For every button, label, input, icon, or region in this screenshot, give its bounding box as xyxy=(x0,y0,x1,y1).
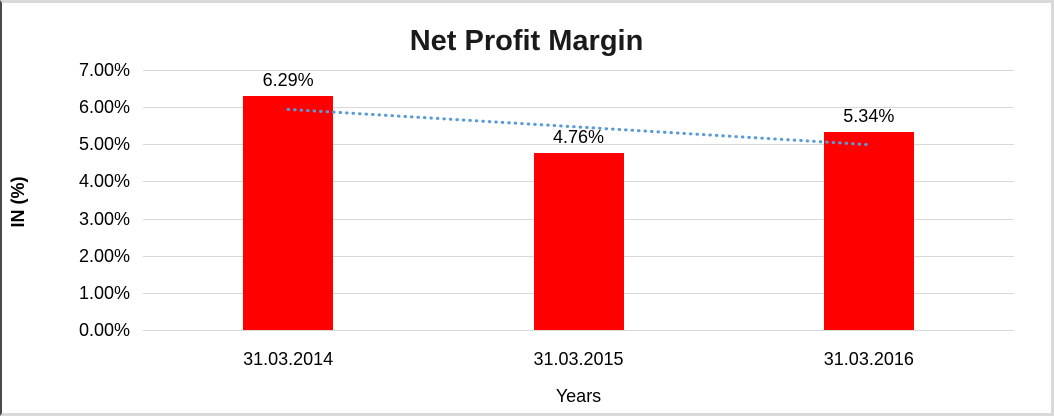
chart-title: Net Profit Margin xyxy=(409,25,644,57)
category-label: 31.03.2015 xyxy=(533,349,624,369)
y-tick-label: 4.00% xyxy=(78,171,130,192)
data-label: 4.76% xyxy=(552,127,605,148)
y-tick-label: 7.00% xyxy=(78,60,130,80)
category-label: 31.03.2016 xyxy=(823,349,914,369)
bar-31.03.2014 xyxy=(243,96,334,330)
gridline xyxy=(143,107,1014,109)
data-label: 6.29% xyxy=(262,70,314,91)
y-tick-label: 5.00% xyxy=(78,134,130,155)
category-label: 31.03.2014 xyxy=(243,349,334,369)
bar-31.03.2016 xyxy=(823,131,914,330)
y-tick-label: 1.00% xyxy=(78,282,130,303)
x-axis-title: Years xyxy=(555,386,602,406)
y-tick-label: 6.00% xyxy=(78,97,130,118)
y-axis-title: IN (%) xyxy=(8,176,28,228)
bar-31.03.2015 xyxy=(533,153,624,330)
gridline xyxy=(143,330,1014,331)
data-label: 5.34% xyxy=(843,105,895,126)
y-tick-label: 2.00% xyxy=(78,245,130,266)
gridline xyxy=(143,70,1014,71)
y-tick-label: 0.00% xyxy=(78,320,130,340)
y-tick-label: 3.00% xyxy=(78,208,130,229)
